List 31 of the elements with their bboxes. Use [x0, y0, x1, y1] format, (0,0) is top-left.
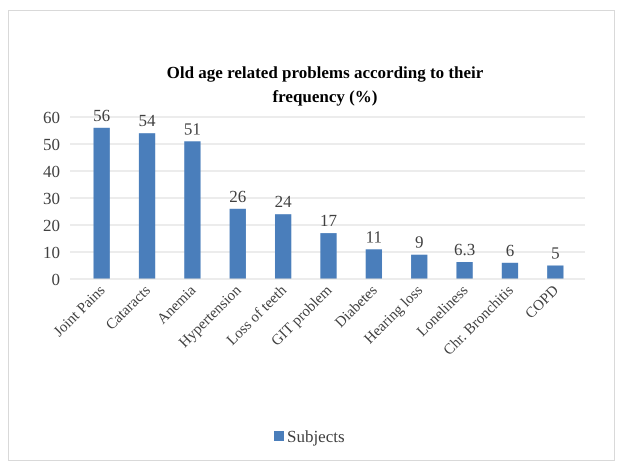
data-label: 17 — [320, 211, 338, 230]
data-label: 56 — [93, 106, 110, 125]
data-label: 26 — [229, 186, 246, 206]
bar — [230, 208, 246, 279]
data-label: 51 — [184, 119, 201, 138]
chart-title: Old age related problems according to their frequency (%) — [166, 63, 484, 106]
data-label: 9 — [414, 232, 424, 252]
bar — [411, 254, 428, 279]
y-tick-label: 0 — [52, 270, 60, 289]
bar — [366, 249, 382, 279]
data-label: 24 — [274, 192, 292, 212]
bar — [274, 214, 292, 279]
bar — [138, 133, 156, 279]
data-label: 6 — [506, 240, 514, 260]
bar — [184, 141, 201, 279]
y-tick-label: 40 — [43, 162, 60, 181]
y-tick-label: 10 — [43, 243, 60, 262]
y-tick-label: 50 — [43, 135, 60, 154]
data-label: 5 — [551, 244, 560, 262]
bar — [456, 262, 473, 279]
y-tick-label: 20 — [43, 216, 60, 235]
bar — [320, 233, 337, 279]
y-tick-label: 60 — [43, 108, 60, 127]
data-label: 11 — [366, 227, 382, 246]
bar — [502, 262, 518, 279]
bar — [547, 266, 564, 279]
bar — [94, 128, 110, 279]
legend-label: Subjects — [287, 427, 345, 446]
data-label: 54 — [138, 111, 156, 130]
data-label: 6.3 — [454, 240, 476, 259]
y-tick-label: 30 — [43, 189, 60, 208]
